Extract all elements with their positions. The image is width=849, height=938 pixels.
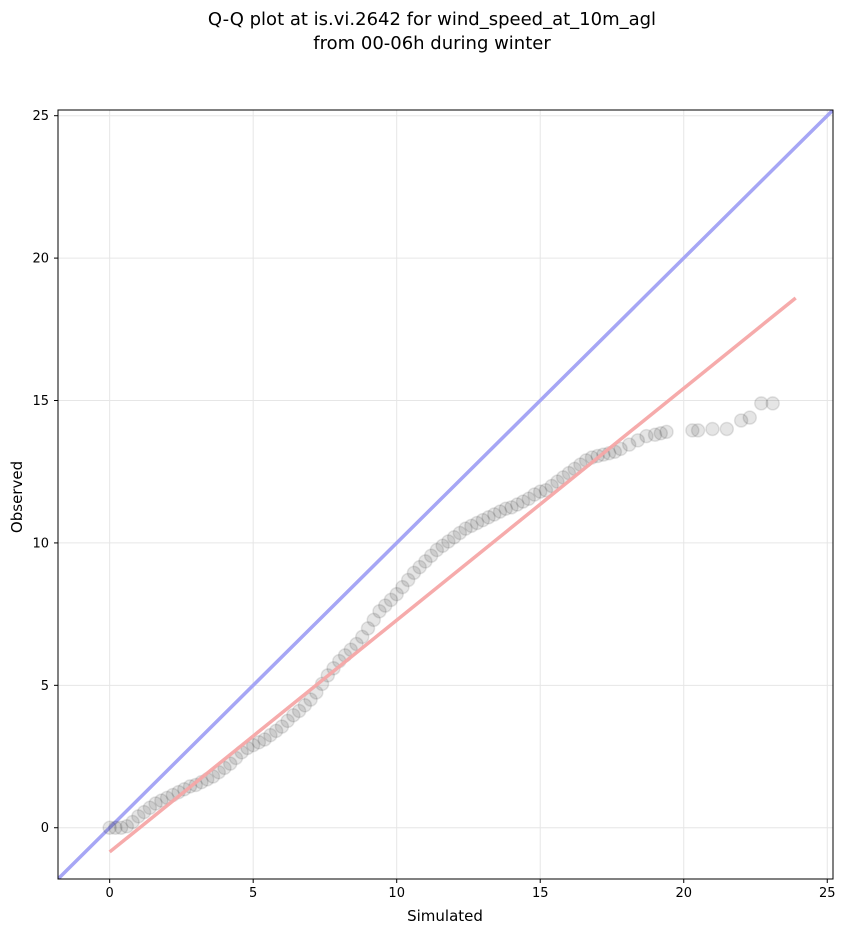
x-tick-label: 0 [106,886,114,901]
data-point [765,396,780,411]
data-point [742,410,758,425]
grid-lines [58,110,833,879]
data-point [527,487,542,502]
data-point [705,421,720,437]
data-point [148,796,163,811]
x-axis-title: Simulated [407,907,483,925]
data-point [154,793,169,808]
data-point [274,719,290,734]
data-point [297,698,313,713]
data-point [366,612,381,628]
data-point [515,494,531,509]
data-point [538,482,554,498]
reference-line-1-to-1 [58,110,833,879]
data-point [418,554,433,569]
data-point [659,424,674,440]
data-point [291,703,307,719]
data-point [492,504,508,519]
data-point [429,542,445,558]
data-point [383,592,399,608]
data-point [412,559,427,575]
data-point [142,800,158,816]
chart-title-line-1: Q-Q plot at is.vi.2642 for wind_speed_at… [208,9,656,30]
data-point [504,500,519,515]
data-point [544,478,559,494]
data-point [532,484,548,499]
data-point [639,428,654,444]
data-point [621,437,637,452]
data-point [481,510,496,525]
data-point [131,809,146,824]
data-point [263,727,278,743]
data-point [647,427,663,442]
data-point [521,491,536,507]
data-point [257,732,272,747]
data-point [406,565,422,581]
y-tick-label: 15 [32,394,49,409]
data-point [464,518,479,534]
data-point [653,426,669,441]
data-point [753,396,769,411]
fit-line [108,296,797,854]
data-point [286,707,301,723]
data-point [487,507,502,522]
data-point [268,723,284,739]
y-tick-label: 10 [32,536,49,551]
data-point [280,713,295,729]
data-point [630,433,646,448]
data-point [136,804,152,820]
plot-area [58,110,833,879]
data-point [355,629,370,645]
data-point [400,572,416,588]
data-point [245,737,261,753]
data-point [452,525,468,541]
data-point [510,497,525,512]
data-point [733,413,749,428]
x-tick-label: 15 [532,886,549,901]
data-point [458,521,473,536]
data-point [125,814,140,830]
y-tick-label: 5 [41,679,49,694]
data-point [113,820,129,835]
data-point [389,586,404,602]
data-point [102,820,117,835]
data-point [360,621,376,636]
data-point [441,534,456,549]
x-tick-label: 20 [675,886,692,901]
data-point [446,529,462,545]
data-point [251,735,267,750]
data-point [222,756,238,771]
y-tick-label: 20 [32,252,49,267]
y-tick-label: 25 [32,109,49,124]
data-point [377,598,393,613]
x-tick-label: 5 [249,886,257,901]
y-tick-label: 0 [41,821,49,836]
axis-ticks: 0 5 10 15 20 25 0 5 10 15 20 25 [32,109,835,901]
data-point [690,423,706,438]
data-point [719,421,735,437]
data-point [469,515,485,531]
data-point [435,538,450,554]
x-tick-label: 25 [819,886,836,901]
data-point [372,604,387,619]
data-point [395,579,410,595]
chart-title-line-2: from 00-06h during winter [313,33,551,54]
data-point [303,692,318,707]
data-point [685,423,700,438]
data-point [326,660,341,676]
data-point [423,548,439,563]
data-point [498,501,514,516]
data-point [475,512,491,528]
data-point [119,819,135,834]
x-tick-label: 10 [388,886,405,901]
axes-frame [57,109,834,880]
data-point [613,441,628,457]
data-point [108,820,123,835]
y-axis-title: Observed [8,461,26,533]
